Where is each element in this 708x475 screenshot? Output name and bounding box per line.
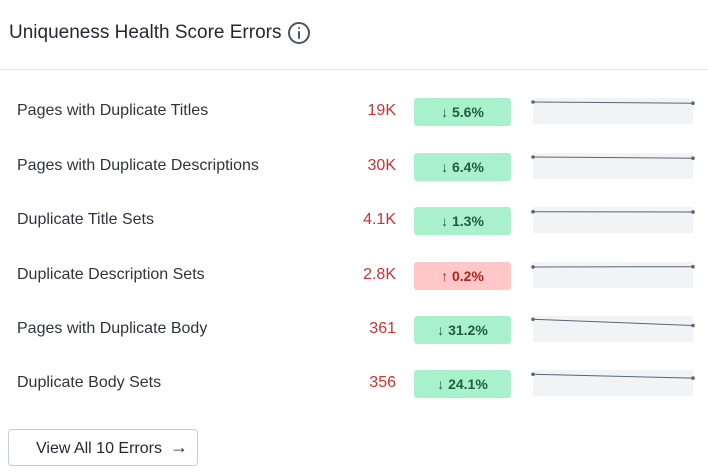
sparkline-point: [691, 323, 695, 328]
table-row: Pages with Duplicate Descriptions 30K ↓ …: [0, 147, 708, 187]
trend-badge: ↓ 31.2%: [414, 316, 511, 344]
sparkline-point: [531, 265, 535, 269]
sparkline: [531, 153, 695, 179]
view-all-errors-button[interactable]: View All 10 Errors →: [8, 429, 198, 466]
metric-label: Pages with Duplicate Descriptions: [17, 157, 259, 174]
info-icon[interactable]: [288, 22, 310, 44]
sparkline-point: [691, 264, 695, 269]
trend-badge: ↓ 5.6%: [414, 98, 511, 126]
sparkline-line: [532, 101, 694, 104]
table-row: Duplicate Description Sets 2.8K ↑ 0.2%: [0, 256, 708, 296]
sparkline-background: [533, 262, 693, 288]
metric-label: Pages with Duplicate Titles: [17, 102, 209, 119]
view-all-label: View All 10 Errors: [36, 440, 162, 457]
trend-badge: ↓ 6.4%: [414, 153, 511, 181]
trend-badge: ↓ 1.3%: [414, 207, 511, 235]
metric-value: 356: [369, 374, 396, 391]
metric-value: 19K: [367, 102, 396, 119]
table-row: Pages with Duplicate Titles 19K ↓ 5.6%: [0, 92, 708, 132]
sparkline-background: [533, 207, 693, 233]
trend-badge: ↑ 0.2%: [414, 262, 511, 290]
sparkline: [531, 316, 695, 342]
sparkline-line: [532, 373, 694, 379]
metric-value: 2.8K: [363, 266, 396, 283]
table-row: Duplicate Body Sets 356 ↓ 24.1%: [0, 364, 708, 404]
metric-value: 361: [369, 320, 396, 337]
metric-label: Pages with Duplicate Body: [17, 320, 208, 337]
sparkline-point: [531, 372, 535, 377]
sparkline-line: [532, 318, 694, 327]
table-row: Duplicate Title Sets 4.1K ↓ 1.3%: [0, 201, 708, 241]
table-row: Pages with Duplicate Body 361 ↓ 31.2%: [0, 310, 708, 350]
sparkline: [531, 370, 695, 396]
metric-label: Duplicate Body Sets: [17, 374, 162, 391]
arrow-right-icon: →: [169, 437, 188, 457]
metric-value: 4.1K: [363, 211, 396, 228]
sparkline-point: [691, 376, 695, 380]
metric-label: Duplicate Description Sets: [17, 266, 205, 283]
metric-label: Duplicate Title Sets: [17, 211, 154, 228]
sparkline-point: [531, 317, 535, 322]
metric-value: 30K: [367, 157, 396, 174]
trend-badge: ↓ 24.1%: [414, 370, 511, 398]
widget-header: Uniqueness Health Score Errors: [0, 0, 708, 70]
sparkline-background: [533, 370, 693, 396]
sparkline-point: [531, 155, 535, 159]
sparkline: [531, 262, 695, 288]
sparkline-point: [531, 100, 535, 104]
widget-title: Uniqueness Health Score Errors: [9, 22, 282, 43]
sparkline-point: [691, 210, 695, 214]
sparkline-line: [532, 156, 694, 159]
sparkline: [531, 207, 695, 233]
sparkline-point: [691, 156, 695, 160]
sparkline-point: [531, 209, 535, 214]
sparkline-point: [691, 101, 695, 105]
sparkline: [531, 98, 695, 124]
